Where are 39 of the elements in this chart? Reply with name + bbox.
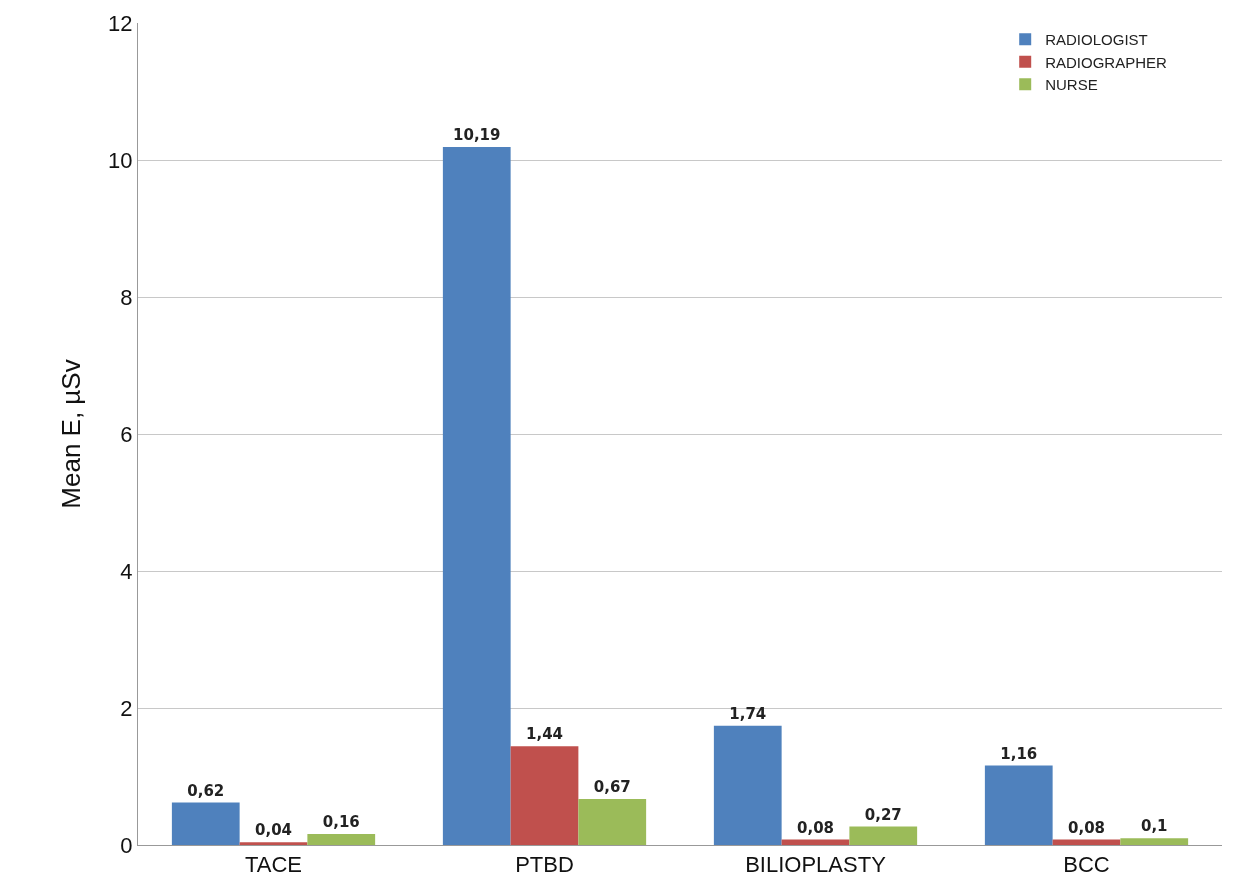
data-label: 0,1 bbox=[1140, 817, 1168, 836]
bar bbox=[781, 839, 850, 845]
bar bbox=[849, 826, 918, 845]
bar bbox=[307, 834, 376, 845]
x-tick-label: BILIOPLASTY bbox=[745, 852, 887, 878]
y-tick-label: 10 bbox=[108, 147, 133, 173]
data-label: 0,16 bbox=[322, 813, 360, 832]
y-tick-label: 0 bbox=[120, 832, 133, 858]
data-label: 0,67 bbox=[593, 778, 631, 797]
data-label: 0,27 bbox=[864, 805, 902, 824]
data-label: 0,08 bbox=[797, 818, 835, 837]
y-axis-title: Mean E, µSv bbox=[55, 359, 86, 509]
legend-label: NURSE bbox=[1045, 76, 1098, 94]
bar bbox=[578, 799, 647, 845]
y-tick-label: 12 bbox=[108, 10, 133, 36]
bar bbox=[239, 842, 308, 845]
bar bbox=[984, 765, 1053, 845]
x-tick-label: PTBD bbox=[515, 852, 574, 878]
bar bbox=[510, 746, 579, 845]
bar bbox=[1052, 839, 1121, 845]
data-label: 0,08 bbox=[1068, 818, 1106, 837]
bar bbox=[713, 725, 782, 845]
data-label: 1,16 bbox=[1000, 744, 1038, 763]
y-tick-label: 6 bbox=[120, 421, 133, 447]
legend-label: RADIOLOGIST bbox=[1045, 31, 1148, 49]
data-label: 1,44 bbox=[526, 725, 564, 744]
bar bbox=[442, 146, 511, 845]
y-tick-label: 4 bbox=[120, 558, 133, 584]
data-label: 0,62 bbox=[187, 781, 225, 800]
y-tick-label: 2 bbox=[120, 695, 133, 721]
x-tick-label: TACE bbox=[244, 852, 303, 878]
bar bbox=[1120, 838, 1189, 845]
data-label: 0,04 bbox=[255, 821, 293, 840]
bar bbox=[171, 802, 240, 845]
legend-label: RADIOGRAPHER bbox=[1045, 53, 1168, 71]
data-label: 1,74 bbox=[729, 704, 767, 723]
y-tick-label: 8 bbox=[120, 284, 133, 310]
data-label: 10,19 bbox=[453, 125, 501, 144]
x-tick-label: BCC bbox=[1063, 852, 1110, 878]
